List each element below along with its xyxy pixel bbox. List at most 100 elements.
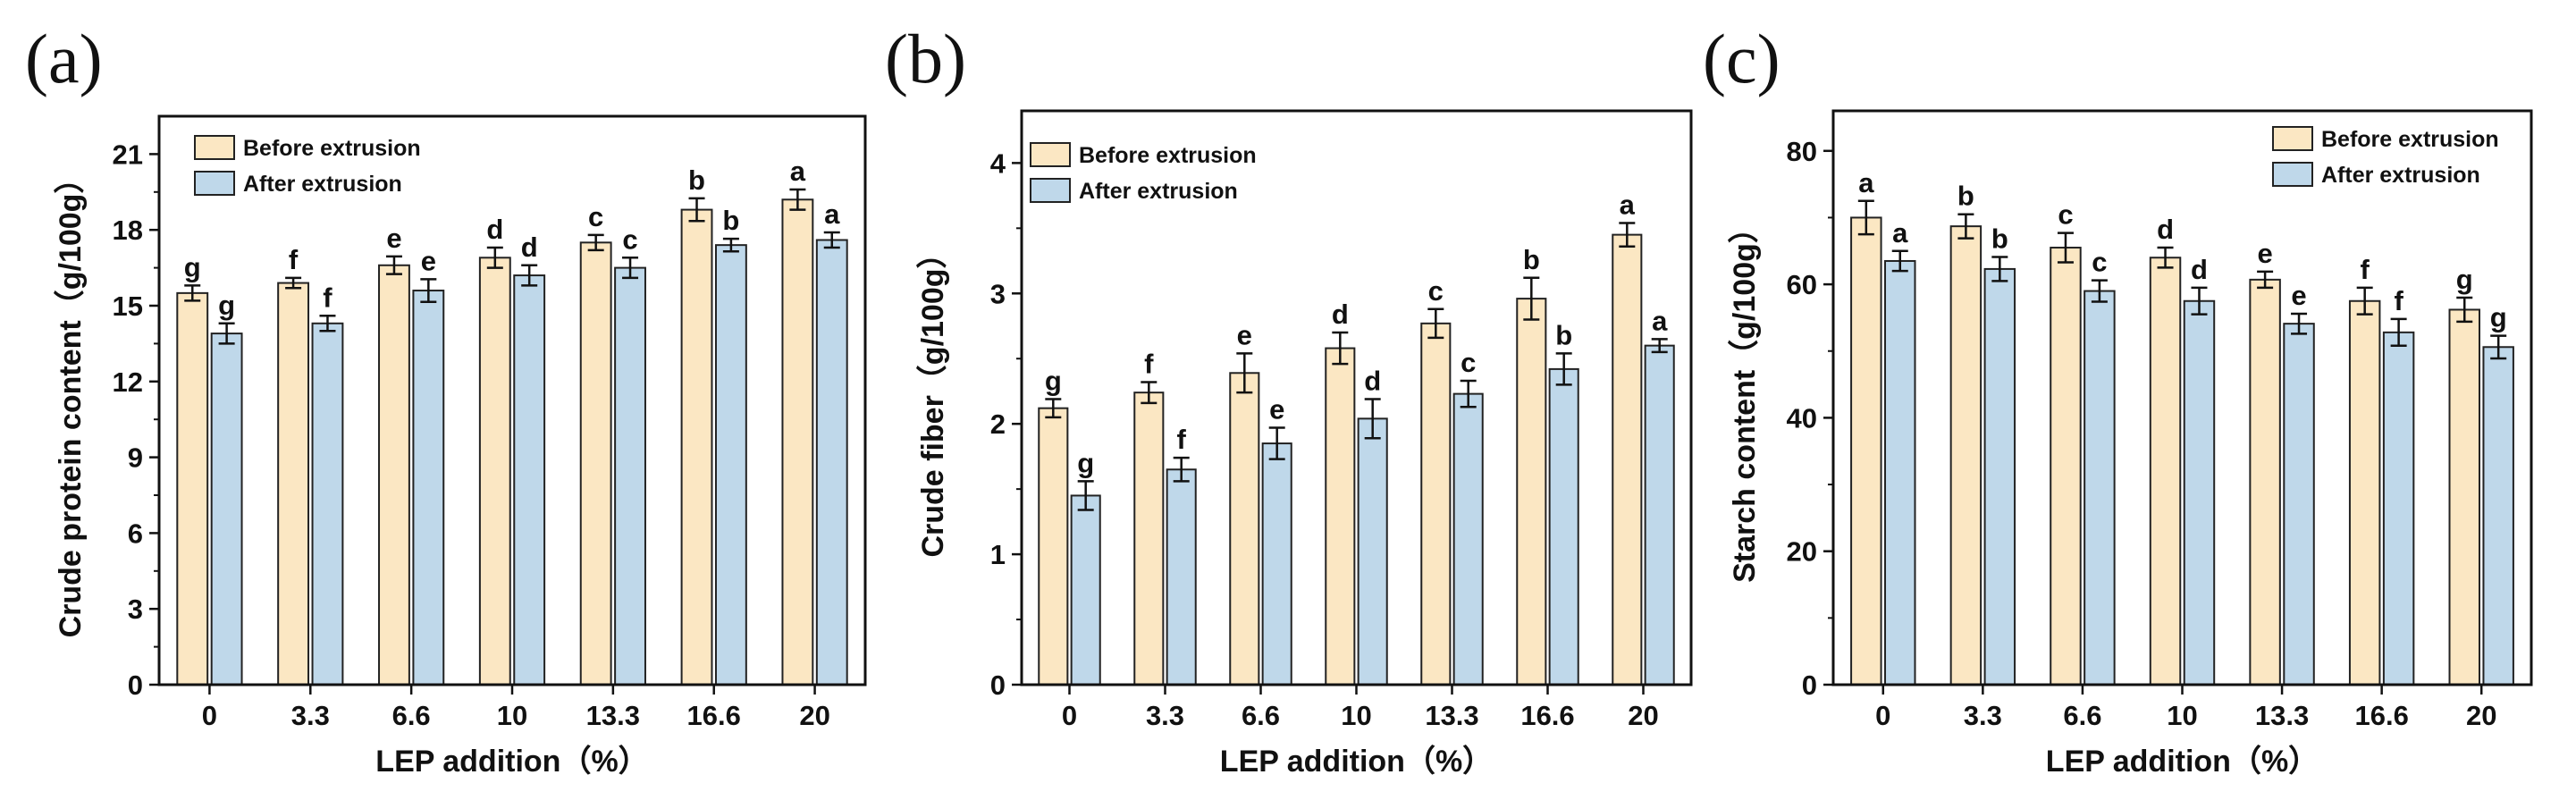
- significance-letter: d: [2191, 254, 2208, 285]
- significance-letter: a: [824, 198, 840, 230]
- bar-after-extrusion: [2283, 323, 2315, 686]
- significance-letter: g: [1045, 365, 1062, 396]
- legend: Before extrusion After extrusion: [2272, 126, 2499, 188]
- significance-letter: f: [2361, 254, 2370, 285]
- legend: Before extrusion After extrusion: [194, 135, 421, 197]
- bar-after-extrusion: [1166, 468, 1197, 686]
- significance-letter: b: [722, 205, 739, 236]
- significance-letter: g: [1077, 447, 1094, 478]
- plot-frame: [1831, 109, 2533, 686]
- significance-letter: b: [688, 164, 705, 196]
- significance-letter: e: [386, 223, 401, 254]
- significance-letter: b: [1555, 319, 1572, 350]
- y-tick-label: 0: [128, 669, 143, 701]
- x-tick-label: 16.6: [1520, 700, 1574, 731]
- x-tick-label: 6.6: [392, 700, 431, 731]
- x-tick-label: 20: [1628, 700, 1658, 731]
- panel-label: (c): [1703, 20, 1780, 97]
- x-tick-label: 13.3: [586, 700, 640, 731]
- bar-after-extrusion: [1983, 267, 2016, 686]
- significance-letter: a: [1620, 189, 1636, 220]
- y-tick-label: 0: [1802, 669, 1817, 701]
- chart-panel-3: (c) 0 20 40 60 80 aa 0 bb 3.3 cc 6.6 dd 10 ee 13.3 ff 16.…: [1703, 20, 2533, 779]
- x-tick-label: 10: [497, 700, 527, 731]
- bar-before-extrusion: [2149, 257, 2182, 686]
- bar-before-extrusion: [2050, 247, 2082, 686]
- bar-before-extrusion: [1850, 216, 1882, 686]
- significance-letter: b: [1991, 223, 2008, 254]
- significance-letter: e: [2291, 280, 2306, 311]
- y-tick-label: 0: [990, 669, 1006, 701]
- legend-label-before: Before extrusion: [243, 136, 421, 161]
- bar-before-extrusion: [680, 208, 713, 686]
- y-tick-label: 20: [1787, 536, 1817, 568]
- bar-before-extrusion: [1325, 347, 1356, 686]
- legend-swatch-after: [1030, 178, 1071, 203]
- panel-label: (a): [25, 20, 103, 97]
- y-tick-label: 12: [113, 366, 143, 398]
- significance-letter: g: [2456, 264, 2473, 295]
- significance-letter: c: [588, 201, 603, 232]
- bar-after-extrusion: [210, 333, 243, 686]
- bar-before-extrusion: [1420, 322, 1452, 686]
- y-axis-title: Crude protein content（g/100g）: [53, 164, 88, 638]
- bar-after-extrusion: [1548, 367, 1579, 686]
- bar-before-extrusion: [277, 282, 310, 686]
- significance-letter: a: [1652, 305, 1668, 336]
- bar-after-extrusion: [1070, 494, 1101, 686]
- plot-frame: [157, 114, 867, 686]
- bar-before-extrusion: [1516, 298, 1547, 686]
- significance-letter: d: [521, 232, 538, 263]
- significance-letter: g: [218, 290, 235, 321]
- significance-letter: a: [1858, 167, 1874, 198]
- significance-letter: g: [2490, 302, 2507, 333]
- bar-before-extrusion: [1949, 225, 1983, 686]
- plot-frame: [1020, 109, 1693, 686]
- bar-after-extrusion: [2183, 299, 2216, 686]
- significance-letter: d: [486, 214, 503, 245]
- bar-after-extrusion: [1261, 442, 1292, 686]
- x-tick-label: 10: [2167, 700, 2197, 731]
- x-tick-label: 0: [1875, 700, 1890, 731]
- x-axis-title: LEP addition（%）: [1220, 744, 1493, 779]
- significance-letter: a: [790, 156, 806, 187]
- legend-swatch-after: [2272, 162, 2313, 187]
- bar-before-extrusion: [1612, 233, 1643, 686]
- legend-label-after: After extrusion: [2321, 163, 2480, 188]
- x-tick-label: 6.6: [2063, 700, 2101, 731]
- y-tick-label: 4: [990, 147, 1006, 179]
- x-tick-label: 13.3: [1425, 700, 1478, 731]
- significance-letter: d: [2157, 214, 2174, 245]
- significance-letter: a: [1892, 217, 1908, 248]
- x-tick-label: 10: [1341, 700, 1371, 731]
- significance-letter: f: [1144, 348, 1154, 379]
- legend-label-before: Before extrusion: [2321, 127, 2499, 152]
- significance-letter: d: [1332, 299, 1349, 330]
- x-tick-label: 0: [202, 700, 217, 731]
- bar-after-extrusion: [714, 244, 747, 686]
- x-tick-label: 20: [799, 700, 829, 731]
- significance-letter: c: [2092, 247, 2107, 278]
- significance-letter: f: [1177, 424, 1187, 455]
- bar-after-extrusion: [2482, 346, 2514, 686]
- y-tick-label: 21: [113, 139, 143, 170]
- bar-after-extrusion: [2084, 290, 2116, 686]
- x-tick-label: 3.3: [1146, 700, 1184, 731]
- bar-after-extrusion: [513, 274, 546, 686]
- significance-letter: e: [1269, 394, 1284, 425]
- significance-letter: c: [1461, 347, 1476, 378]
- x-tick-label: 6.6: [1242, 700, 1280, 731]
- significance-letter: b: [1957, 181, 1974, 212]
- significance-letter: c: [1428, 275, 1444, 307]
- y-tick-label: 40: [1787, 402, 1817, 434]
- significance-letter: d: [1364, 365, 1381, 396]
- significance-letter: f: [323, 282, 333, 313]
- bar-after-extrusion: [2382, 331, 2415, 686]
- y-tick-label: 15: [113, 291, 143, 322]
- legend-swatch-after: [194, 171, 235, 196]
- y-tick-label: 9: [128, 442, 143, 474]
- bar-after-extrusion: [1644, 344, 1675, 686]
- bar-before-extrusion: [2348, 299, 2381, 686]
- legend-label-after: After extrusion: [243, 172, 402, 197]
